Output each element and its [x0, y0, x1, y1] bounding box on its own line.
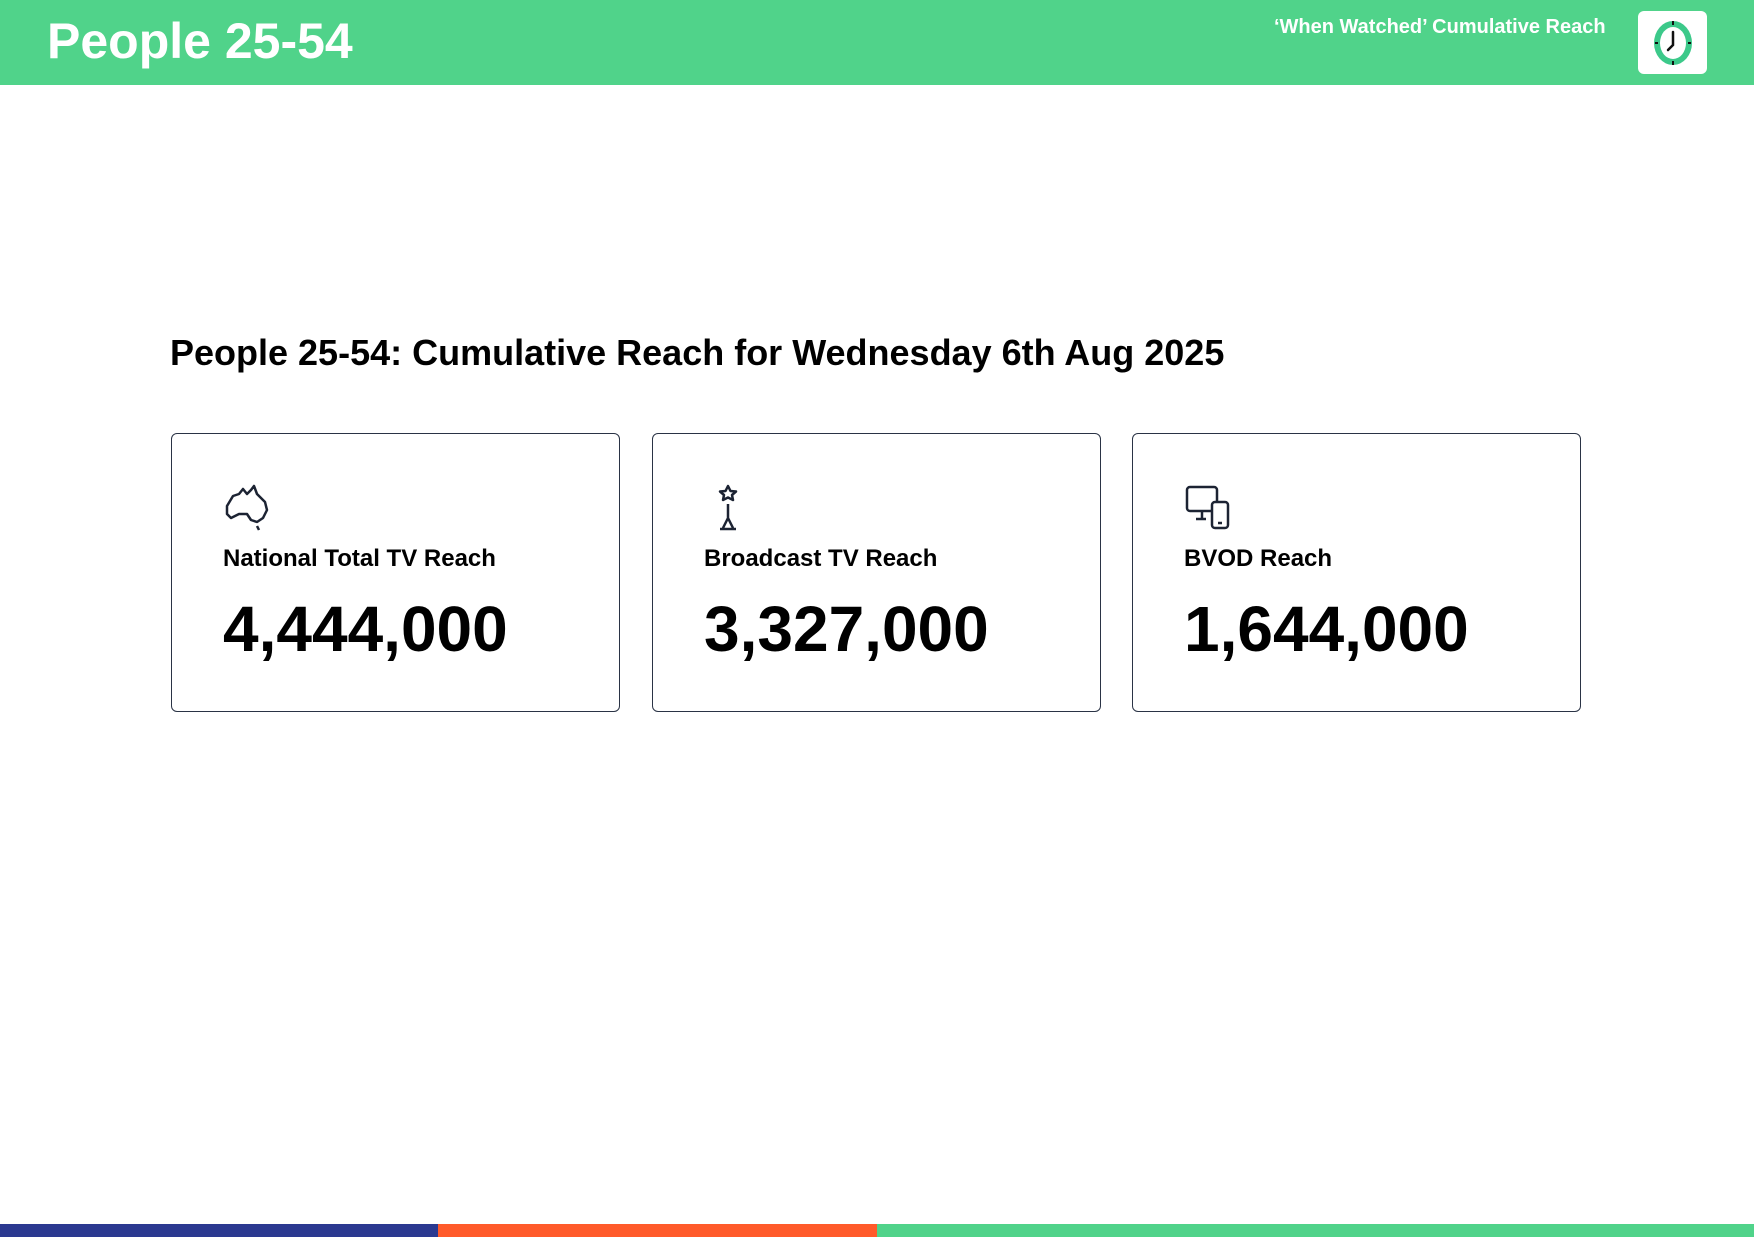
- section-heading: People 25-54: Cumulative Reach for Wedne…: [170, 332, 1225, 373]
- card-label: BVOD Reach: [1184, 545, 1333, 572]
- card-value: 3,327,000: [704, 593, 989, 665]
- broadcast-tv-reach-card: Broadcast TV Reach 3,327,000: [652, 433, 1101, 712]
- card-label: National Total TV Reach: [223, 545, 496, 572]
- australia-map-icon: [223, 484, 271, 532]
- devices-icon: [1184, 484, 1232, 532]
- broadcast-tower-icon: [704, 484, 752, 532]
- card-label: Broadcast TV Reach: [704, 545, 938, 572]
- footer-bar-orange: [438, 1224, 877, 1237]
- clock-icon: [1638, 11, 1707, 74]
- card-value: 1,644,000: [1184, 593, 1469, 665]
- page-title: People 25-54: [47, 13, 353, 69]
- report-subtitle: ‘When Watched’ Cumulative Reach: [1274, 16, 1606, 38]
- card-value: 4,444,000: [223, 593, 508, 665]
- national-total-tv-reach-card: National Total TV Reach 4,444,000: [171, 433, 620, 712]
- footer-bar-green: [877, 1224, 1754, 1237]
- footer-bar-navy: [0, 1224, 438, 1237]
- bvod-reach-card: BVOD Reach 1,644,000: [1132, 433, 1581, 712]
- header-bar: People 25-54 ‘When Watched’ Cumulative R…: [0, 0, 1754, 85]
